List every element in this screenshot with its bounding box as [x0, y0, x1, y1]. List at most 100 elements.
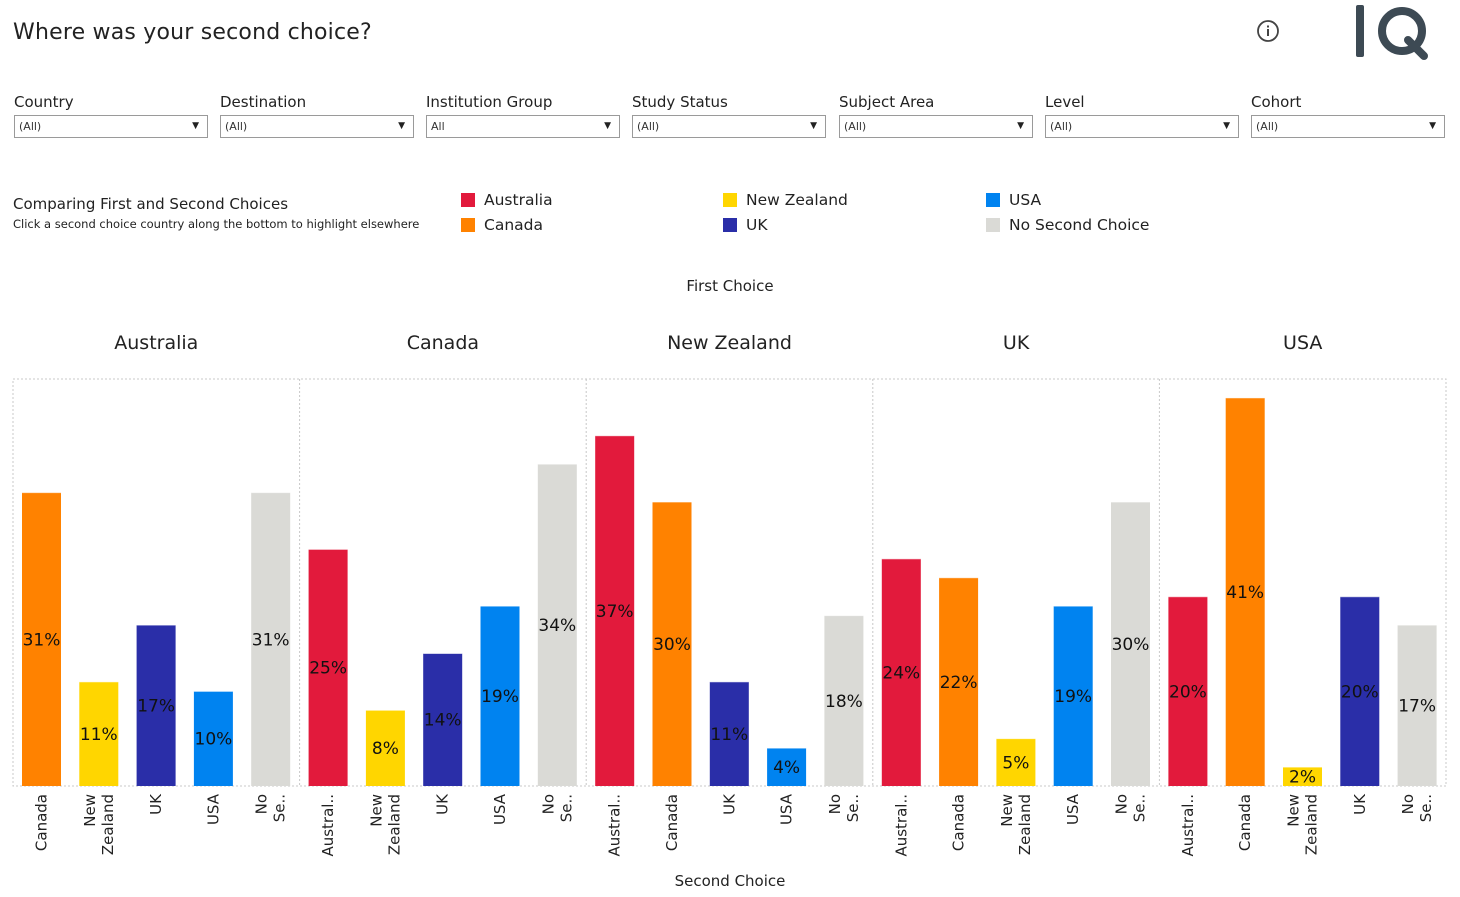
tick-label[interactable]: No [826, 794, 844, 814]
tick-label[interactable]: Se.. [844, 794, 862, 822]
filter-label: Cohort [1251, 93, 1302, 111]
data-label: 10% [195, 730, 233, 750]
info-circle-icon[interactable] [1256, 19, 1280, 43]
chevron-down-icon: ▼ [1223, 121, 1230, 131]
data-label: 20% [1341, 682, 1379, 702]
study-status-dropdown[interactable]: (All) ▼ [632, 115, 826, 138]
bar[interactable] [709, 681, 749, 786]
filter-destination: Destination (All) ▼ [220, 93, 414, 138]
tick-label[interactable]: USA [491, 793, 509, 825]
bar[interactable] [193, 691, 233, 786]
level-dropdown[interactable]: (All) ▼ [1045, 115, 1239, 138]
bar[interactable] [308, 549, 348, 786]
bar[interactable] [136, 625, 176, 786]
legend-swatch [986, 218, 1000, 232]
bar[interactable] [79, 681, 119, 786]
legend-label: UK [746, 216, 768, 234]
data-label: 2% [1289, 768, 1316, 788]
data-label: 30% [1112, 635, 1150, 655]
institution-group-dropdown[interactable]: All ▼ [426, 115, 620, 138]
tick-label[interactable]: Zealand [1016, 794, 1034, 855]
dropdown-value: (All) [844, 120, 867, 133]
tick-label[interactable]: UK [147, 793, 165, 815]
bar[interactable] [1053, 606, 1093, 786]
tick-label[interactable]: Zealand [99, 794, 117, 855]
data-label: 20% [1169, 682, 1207, 702]
panel-header: Australia [114, 332, 198, 354]
filter-label: Subject Area [839, 93, 935, 111]
tick-label[interactable]: USA [204, 793, 222, 825]
subject-area-dropdown[interactable]: (All) ▼ [839, 115, 1033, 138]
chart-title: First Choice [686, 277, 774, 295]
bar[interactable] [22, 492, 61, 786]
filter-label: Study Status [632, 93, 728, 111]
tick-label[interactable]: Se.. [271, 794, 289, 822]
data-label: 34% [538, 616, 576, 636]
bar[interactable] [939, 577, 979, 786]
tick-label[interactable]: Se.. [557, 794, 575, 822]
bar[interactable] [537, 464, 577, 786]
tick-label[interactable]: Canada [33, 794, 51, 851]
bar[interactable] [480, 606, 520, 786]
tick-label[interactable]: USA [1064, 793, 1082, 825]
tick-label[interactable]: Austral.. [1179, 794, 1197, 857]
tick-label[interactable]: UK [1351, 793, 1369, 815]
country-dropdown[interactable]: (All) ▼ [14, 115, 208, 138]
legend-swatch [986, 193, 1000, 207]
bar[interactable] [824, 615, 864, 786]
tick-label[interactable]: Se.. [1131, 794, 1149, 822]
bar[interactable] [1225, 397, 1265, 786]
filter-level: Level (All) ▼ [1045, 93, 1239, 138]
bar[interactable] [1168, 596, 1208, 786]
data-label: 30% [653, 635, 691, 655]
tick-label[interactable]: Zealand [385, 794, 403, 855]
filter-institution-group: Institution Group All ▼ [426, 93, 620, 138]
tick-label[interactable]: New [1285, 794, 1303, 827]
chevron-down-icon: ▼ [398, 121, 405, 131]
tick-label[interactable]: Zealand [1303, 794, 1321, 855]
bar[interactable] [881, 558, 921, 786]
bar[interactable] [1397, 625, 1437, 786]
tick-label[interactable]: New [81, 794, 99, 827]
dropdown-value: (All) [1050, 120, 1073, 133]
tick-label[interactable]: Austral.. [319, 794, 337, 857]
bar[interactable] [251, 492, 291, 786]
bar[interactable] [767, 748, 807, 786]
tick-label[interactable]: Austral.. [606, 794, 624, 857]
tick-label[interactable]: USA [778, 793, 796, 825]
destination-dropdown[interactable]: (All) ▼ [220, 115, 414, 138]
tick-label[interactable]: No [1399, 794, 1417, 814]
bar[interactable] [365, 710, 405, 786]
tick-label[interactable]: New [367, 794, 385, 827]
data-label: 25% [309, 659, 347, 679]
data-label: 18% [825, 692, 863, 712]
data-label: 24% [882, 663, 920, 683]
bar[interactable] [423, 653, 463, 786]
panel-header: Canada [407, 332, 479, 354]
tick-label[interactable]: Canada [1236, 794, 1254, 851]
tick-label[interactable]: Se.. [1417, 794, 1435, 822]
filter-label: Destination [220, 93, 307, 111]
panel-header: UK [1003, 332, 1030, 354]
tick-label[interactable]: New [998, 794, 1016, 827]
bar[interactable] [595, 435, 635, 786]
chevron-down-icon: ▼ [810, 121, 817, 131]
bar[interactable] [1340, 596, 1380, 786]
bar[interactable] [652, 502, 692, 786]
tick-label[interactable]: UK [434, 793, 452, 815]
cohort-dropdown[interactable]: (All) ▼ [1251, 115, 1445, 138]
tick-label[interactable]: UK [720, 793, 738, 815]
filter-label: Institution Group [426, 93, 553, 111]
data-label: 37% [596, 602, 634, 622]
tick-label[interactable]: No [253, 794, 271, 814]
tick-label[interactable]: Canada [663, 794, 681, 851]
bar[interactable] [1111, 502, 1150, 786]
bar[interactable] [1283, 767, 1322, 786]
tick-label[interactable]: No [1113, 794, 1131, 814]
tick-label[interactable]: Canada [950, 794, 968, 851]
legend-label: Australia [484, 191, 553, 209]
tick-label[interactable]: No [539, 794, 557, 814]
tick-label[interactable]: Austral.. [892, 794, 910, 857]
bar[interactable] [996, 738, 1036, 786]
